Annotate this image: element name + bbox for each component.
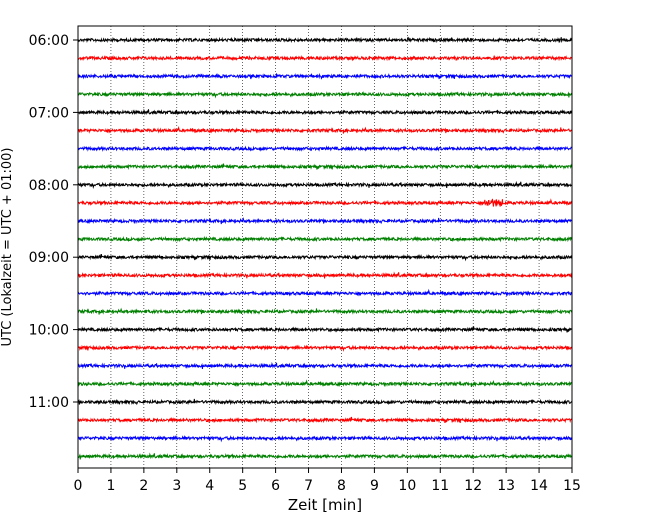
trace-0830 <box>77 217 573 225</box>
x-tick-label-8: 8 <box>337 478 346 494</box>
x-axis-label: Zeit [min] <box>288 496 362 514</box>
x-tick-label-10: 10 <box>398 478 416 494</box>
trace-0745 <box>77 163 573 170</box>
x-tick-label-1: 1 <box>106 478 115 494</box>
x-axis-ticks: 0 1 2 3 4 5 6 7 8 9 10 11 12 13 14 15 <box>74 468 581 494</box>
x-tick-label-0: 0 <box>74 478 83 494</box>
trace-0900 <box>77 253 573 262</box>
trace-1130 <box>77 434 573 443</box>
y-axis-ticks: 06:00 07:00 08:00 09:00 10:00 11:00 <box>29 33 78 411</box>
y-tick-label-11:00: 11:00 <box>29 395 69 411</box>
trace-1045 <box>77 379 573 388</box>
trace-0700 <box>77 108 573 116</box>
x-tick-label-13: 13 <box>497 478 515 494</box>
trace-0730 <box>77 145 573 152</box>
trace-0715 <box>77 125 573 134</box>
trace-0800 <box>77 180 573 189</box>
y-tick-label-08:00: 08:00 <box>29 178 69 194</box>
x-tick-label-6: 6 <box>271 478 280 494</box>
trace-0600 <box>77 36 573 44</box>
trace-1115 <box>77 416 573 424</box>
seismogram-traces <box>77 36 573 460</box>
trace-0915 <box>77 271 573 279</box>
trace-1030 <box>77 361 573 370</box>
x-tick-label-9: 9 <box>370 478 379 494</box>
trace-0615 <box>77 54 573 62</box>
x-tick-label-5: 5 <box>238 478 247 494</box>
trace-1000 <box>77 326 573 333</box>
trace-0645 <box>77 90 573 99</box>
trace-1015 <box>77 344 573 352</box>
x-tick-label-12: 12 <box>464 478 482 494</box>
trace-1145 <box>77 452 573 460</box>
x-tick-label-3: 3 <box>172 478 181 494</box>
x-tick-label-7: 7 <box>304 478 313 494</box>
x-tick-label-11: 11 <box>431 478 449 494</box>
x-tick-label-2: 2 <box>139 478 148 494</box>
x-tick-label-4: 4 <box>205 478 214 494</box>
y-tick-label-07:00: 07:00 <box>29 105 69 121</box>
y-tick-label-09:00: 09:00 <box>29 250 69 266</box>
y-axis-label: UTC (Lokalzeit = UTC + 01:00) <box>0 148 15 347</box>
y-tick-label-06:00: 06:00 <box>29 33 69 49</box>
y-tick-label-10:00: 10:00 <box>29 323 69 339</box>
x-tick-label-15: 15 <box>563 478 581 494</box>
trace-0930 <box>77 288 573 297</box>
trace-0845 <box>77 235 573 243</box>
trace-0630 <box>77 72 573 80</box>
trace-0945 <box>77 307 573 315</box>
trace-0815 <box>77 198 573 207</box>
plot-frame <box>77 25 573 469</box>
trace-1100 <box>77 398 573 406</box>
x-tick-label-14: 14 <box>530 478 548 494</box>
